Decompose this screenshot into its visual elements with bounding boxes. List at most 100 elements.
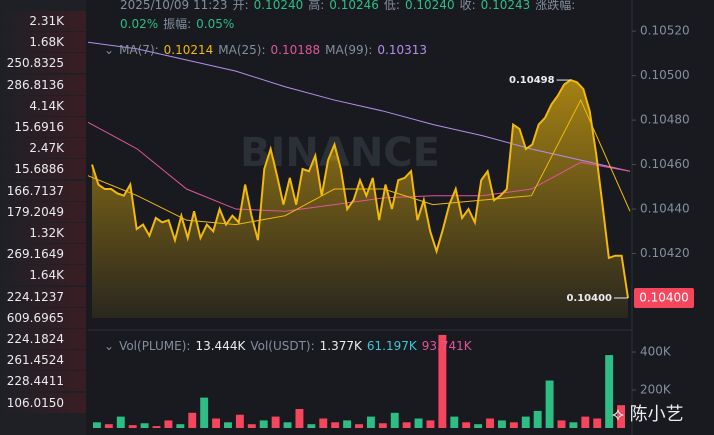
book-amount: 15.6886 xyxy=(0,159,86,180)
volume-bar xyxy=(402,422,411,428)
vol-legend: Vol(PLUME): xyxy=(119,339,191,353)
volume-bar xyxy=(593,418,602,428)
book-amount: 106.0150 xyxy=(0,392,86,413)
book-amount: 224.1237 xyxy=(0,286,86,307)
field-label: 收: xyxy=(459,0,476,12)
book-amount: 2.31K xyxy=(0,11,86,31)
volume-bar xyxy=(93,422,101,428)
ma-legend: ⌄ MA(7): 0.10214 MA(25): 0.10188 MA(99): 0.103… xyxy=(104,43,432,57)
volume-bar xyxy=(390,412,399,428)
volume-bar xyxy=(128,425,137,428)
time: 2025/10/09 11:23 xyxy=(120,0,228,12)
book-amount: 286.8136 xyxy=(0,74,86,95)
y-tick-label: 0.10520 xyxy=(640,24,690,38)
volume-bar xyxy=(164,420,173,428)
volume-bar xyxy=(355,424,363,428)
volume-bar xyxy=(116,416,125,428)
author-watermark: ⟡ 陈小艺 xyxy=(612,404,684,425)
field-label: 低: xyxy=(383,0,400,12)
volume-bar xyxy=(581,416,590,428)
book-amount: 1.64K xyxy=(0,265,86,286)
ma-label: MA(25): xyxy=(218,43,266,57)
volume-bar xyxy=(617,405,625,428)
y-tick-label: 0.10420 xyxy=(640,246,690,260)
field-label: 高: xyxy=(308,0,325,12)
amp-label: 振幅: xyxy=(163,17,192,31)
volume-bar xyxy=(259,420,268,428)
vol-legend: 93.741K xyxy=(421,339,472,353)
book-amount: 228.4411 xyxy=(0,371,86,392)
peak-label: 0.10498 xyxy=(509,75,555,86)
book-amount: 1.68K xyxy=(0,32,86,53)
volume-bar xyxy=(188,412,197,428)
y-tick-label: 0.10460 xyxy=(640,157,690,171)
book-amount: 250.8325 xyxy=(0,53,86,74)
ma-value: 0.10188 xyxy=(270,43,321,57)
vol-legend: Vol(USDT): xyxy=(250,339,315,353)
ma-label: MA(7): xyxy=(119,43,159,57)
price-area xyxy=(92,80,628,319)
ma7-line xyxy=(87,98,631,226)
ma99-line xyxy=(87,41,631,172)
book-amount: 609.6965 xyxy=(0,307,86,328)
volume-bar xyxy=(152,426,161,428)
volume-bar xyxy=(343,420,352,428)
volume-bar xyxy=(450,416,459,428)
book-amount: 269.1649 xyxy=(0,244,86,265)
price-line xyxy=(91,78,629,299)
volume-bar xyxy=(462,422,471,428)
volume-bar xyxy=(104,424,113,428)
field-value: 0.10240 xyxy=(253,0,304,12)
y-tick-label: 0.10440 xyxy=(640,202,690,216)
volume-bar xyxy=(283,422,292,428)
volume-bar xyxy=(212,418,221,428)
last-price: 0.10400 xyxy=(639,290,689,304)
book-amount: 4.14K xyxy=(0,95,86,116)
volume-bar xyxy=(331,422,340,428)
book-amount: 166.7137 xyxy=(0,180,86,201)
vol-legend: 13.444K xyxy=(195,339,246,353)
volume-bar xyxy=(509,422,518,428)
author: 陈小艺 xyxy=(629,404,684,425)
volume-bar xyxy=(605,355,614,428)
volume-bar xyxy=(378,423,387,428)
field-value: 0.10243 xyxy=(480,0,531,12)
volume-bar xyxy=(474,424,483,428)
vol-tick-label: 400K xyxy=(640,345,672,359)
volume-bar xyxy=(497,420,506,428)
collapse-icon[interactable]: ⌄ xyxy=(104,43,115,57)
book-amount: 15.6916 xyxy=(0,117,86,137)
low-label: 0.10400 xyxy=(566,293,612,304)
ma-label: MA(99): xyxy=(325,43,373,57)
volume-bar xyxy=(319,418,328,428)
vol-legend: 1.377K xyxy=(319,339,362,353)
volume-legend: ⌄ Vol(PLUME): 13.444K Vol(USDT): 1.377K 61.19… xyxy=(104,339,477,353)
volume-bar xyxy=(486,418,494,428)
volume-bar xyxy=(247,424,256,428)
book-amount: 224.1824 xyxy=(0,329,86,349)
order-book: 2.31K 1.68K 250.8325 286.8136 4.14K 15.6916 2.… xyxy=(0,0,86,435)
volume-bar xyxy=(200,397,209,428)
volume-bar xyxy=(295,409,304,428)
volume-bar xyxy=(224,422,232,428)
book-amount: 2.47K xyxy=(0,138,86,159)
volume-bar xyxy=(545,380,554,428)
ma-value: 0.10214 xyxy=(163,43,214,57)
vol-tick-label: 200K xyxy=(640,383,672,397)
field-value: 0.10240 xyxy=(404,0,455,12)
volume-bar xyxy=(569,422,578,428)
collapse-icon[interactable]: ⌄ xyxy=(104,339,115,353)
book-amount: 1.32K xyxy=(0,223,86,243)
volume-bar xyxy=(176,424,185,428)
volume-bar xyxy=(557,420,566,428)
ma25-line xyxy=(87,121,631,212)
amp: 0.05% xyxy=(196,17,235,31)
volume-bar xyxy=(533,410,542,428)
header-row: 2025/10/09 11:23 开: 0.10240 高: 0.10246 低: 0.10… xyxy=(120,0,580,13)
last-price-box xyxy=(634,287,694,308)
ma-value: 0.10313 xyxy=(377,43,428,57)
y-tick-label: 0.10480 xyxy=(640,113,690,127)
field-value: 0.10246 xyxy=(329,0,379,12)
